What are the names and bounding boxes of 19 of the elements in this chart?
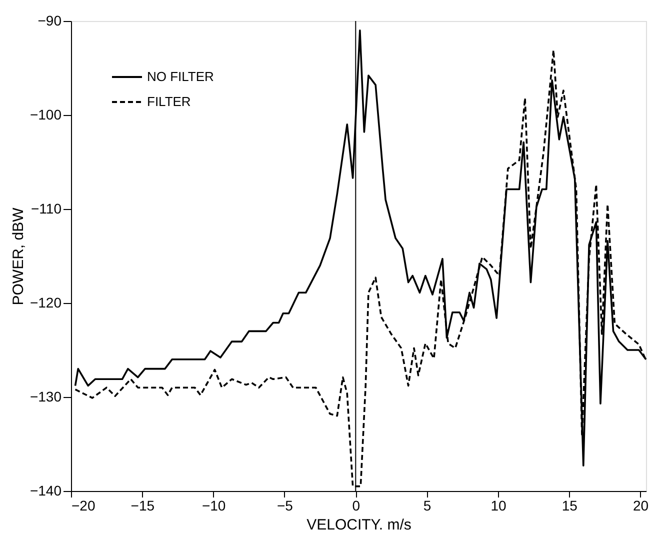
- x-tick-label: 10: [490, 498, 506, 514]
- y-tick-label: −120: [30, 294, 62, 310]
- y-tick-label: −140: [30, 482, 62, 498]
- x-tick-label: 15: [562, 498, 578, 514]
- x-tick-label: 20: [633, 498, 649, 514]
- y-tick-label: −130: [30, 388, 62, 404]
- legend-label: FILTER: [147, 94, 191, 109]
- x-tick-label: 5: [423, 498, 432, 514]
- x-tick-label: −5: [277, 498, 294, 514]
- x-tick-label: 0: [352, 498, 360, 514]
- y-tick-label: −90: [38, 12, 62, 28]
- x-axis-title: VELOCITY. m/s: [306, 516, 412, 534]
- y-axis-title: POWER, dBW: [10, 206, 27, 306]
- legend-label: NO FILTER: [147, 69, 214, 84]
- x-tick-label: −10: [202, 498, 226, 514]
- x-tick-label: −20: [72, 498, 96, 514]
- x-tick-label: −15: [130, 498, 155, 514]
- y-tick-label: −110: [31, 200, 62, 216]
- y-tick-label: −100: [30, 106, 62, 122]
